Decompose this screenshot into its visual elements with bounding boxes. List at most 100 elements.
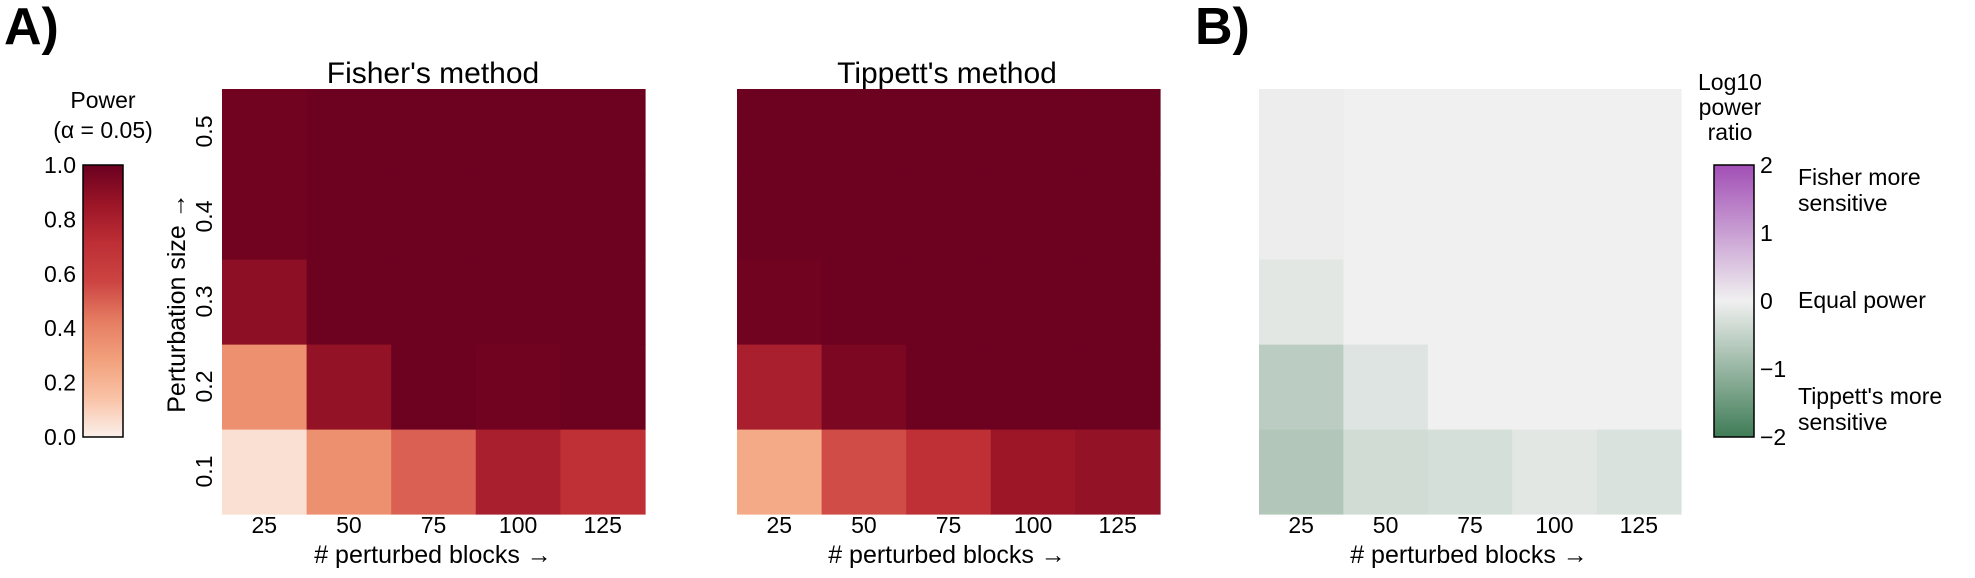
heatmap-cell — [222, 429, 308, 515]
heatmap-cell — [821, 259, 907, 345]
heatmap-cell — [737, 259, 823, 345]
heatmap-cell — [1259, 89, 1344, 175]
heatmap-cell — [560, 174, 646, 260]
ratio-colorbar-title-1: Log10 — [1698, 69, 1762, 95]
heatmap-cell — [906, 89, 992, 175]
heatmap-cell — [1075, 429, 1161, 515]
fisher-title: Fisher's method — [327, 57, 539, 90]
heatmap-cell — [906, 174, 992, 260]
fisher-y-ticks: 0.1 0.2 0.3 0.4 0.5 — [191, 116, 217, 488]
heatmap-cell — [391, 259, 477, 345]
x-tick-label: 50 — [1373, 512, 1399, 538]
heatmap-cell — [222, 259, 308, 345]
x-tick-label: 25 — [767, 512, 793, 538]
heatmap-cell — [560, 429, 646, 515]
fisher-x-label: # perturbed blocks → — [314, 541, 552, 569]
tippett-x-label: # perturbed blocks → — [828, 541, 1066, 569]
heatmap-cell — [1075, 259, 1161, 345]
heatmap-cell — [1596, 429, 1682, 515]
heatmap-cell — [475, 344, 561, 430]
tippett-x-ticks: 25 50 75 100 125 — [767, 512, 1137, 538]
panel-label-b: B) — [1195, 0, 1250, 56]
heatmap-cell — [1343, 429, 1429, 515]
x-tick-label: 100 — [1535, 512, 1573, 538]
heatmap-cell — [821, 89, 907, 175]
heatmap-cell — [990, 89, 1076, 175]
colorbar-tick-label: 2 — [1760, 152, 1773, 178]
heatmap-cell — [1075, 89, 1161, 175]
heatmap-cell — [1259, 259, 1344, 345]
heatmap-cell — [222, 174, 308, 260]
heatmap-cell — [560, 89, 646, 175]
heatmap-cell — [475, 89, 561, 175]
tippett-cells — [737, 89, 1161, 515]
colorbar-tick-label: 1 — [1760, 220, 1773, 246]
colorbar-tick-label: 0.4 — [44, 315, 76, 341]
heatmap-cell — [821, 429, 907, 515]
ratio-colorbar-bar — [1713, 164, 1755, 438]
heatmap-cell — [1427, 344, 1513, 430]
heatmap-cell — [475, 259, 561, 345]
colorbar-tick-label: −1 — [1760, 356, 1786, 382]
heatmap-cell — [1596, 259, 1682, 345]
x-tick-label: 75 — [1457, 512, 1483, 538]
colorbar-tick-label: 0 — [1760, 288, 1773, 314]
heatmap-cell — [222, 344, 308, 430]
heatmap-cell — [737, 174, 823, 260]
ratio-cells — [1259, 89, 1682, 515]
fisher-y-label: Perturbation size → — [163, 193, 191, 413]
x-tick-label: 50 — [336, 512, 362, 538]
power-colorbar: Power (α = 0.05) 1.0 0.8 0.6 0.4 0.2 0.0 — [44, 87, 153, 450]
heatmap-cell — [821, 344, 907, 430]
colorbar-tick-label: 0.8 — [44, 206, 76, 232]
y-tick-label: 0.1 — [191, 456, 217, 488]
ratio-colorbar-ticks: 2 1 0 −1 −2 — [1760, 152, 1786, 450]
heatmap-cell — [990, 259, 1076, 345]
heatmap-cell — [1512, 344, 1598, 430]
heatmap-cell — [906, 259, 992, 345]
panel-label-a: A) — [4, 0, 59, 56]
heatmap-cell — [222, 89, 308, 175]
ratio-x-label: # perturbed blocks → — [1350, 541, 1588, 569]
tippett-more-sensitive-line1: Tippett's more — [1798, 383, 1942, 409]
heatmap-tippett: Tippett's method 25 50 75 100 125 # perturbe… — [737, 57, 1161, 569]
heatmap-cell — [1075, 344, 1161, 430]
heatmap-cell — [1427, 89, 1513, 175]
x-tick-label: 25 — [1288, 512, 1314, 538]
heatmap-cell — [1427, 259, 1513, 345]
heatmap-cell — [1427, 174, 1513, 260]
x-tick-label: 125 — [1099, 512, 1137, 538]
ratio-x-ticks: 25 50 75 100 125 — [1288, 512, 1658, 538]
tippett-more-sensitive-line2: sensitive — [1798, 409, 1887, 435]
y-tick-label: 0.2 — [191, 371, 217, 403]
ratio-colorbar-title-2: power — [1699, 94, 1762, 120]
heatmap-cell — [1596, 344, 1682, 430]
heatmap-cell — [1343, 259, 1429, 345]
heatmap-cell — [1596, 174, 1682, 260]
colorbar-tick-label: 0.2 — [44, 370, 76, 396]
heatmap-cell — [306, 89, 392, 175]
heatmap-cell — [906, 429, 992, 515]
colorbar-tick-label: 1.0 — [44, 152, 76, 178]
heatmap-cell — [306, 174, 392, 260]
x-tick-label: 25 — [252, 512, 278, 538]
heatmap-cell — [475, 174, 561, 260]
heatmap-cell — [1343, 89, 1429, 175]
heatmap-cell — [990, 429, 1076, 515]
x-tick-label: 125 — [1620, 512, 1658, 538]
colorbar-tick-label: −2 — [1760, 424, 1786, 450]
heatmap-cell — [990, 344, 1076, 430]
heatmap-cell — [1512, 89, 1598, 175]
heatmap-cell — [391, 429, 477, 515]
x-tick-label: 100 — [499, 512, 537, 538]
x-tick-label: 50 — [851, 512, 877, 538]
heatmap-cell — [306, 344, 392, 430]
heatmap-ratio: 25 50 75 100 125 # perturbed blocks → — [1259, 89, 1682, 569]
heatmap-cell — [391, 344, 477, 430]
heatmap-cell — [1259, 174, 1344, 260]
heatmap-cell — [737, 429, 823, 515]
x-tick-label: 75 — [936, 512, 962, 538]
heatmap-cell — [560, 259, 646, 345]
heatmap-cell — [1343, 174, 1429, 260]
